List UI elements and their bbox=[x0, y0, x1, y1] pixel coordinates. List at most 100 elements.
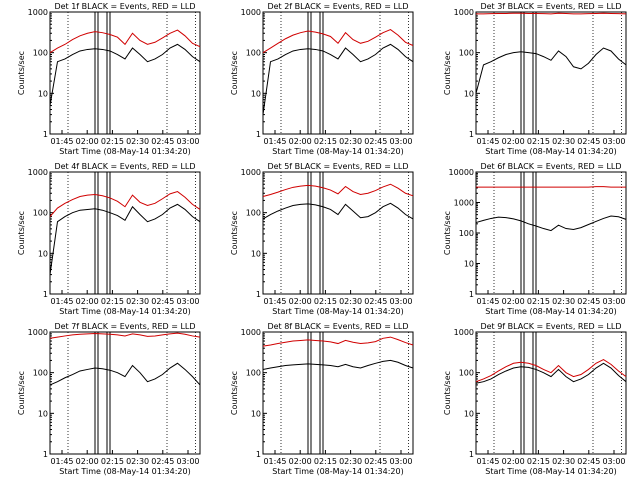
x-tick-label: 02:45 bbox=[364, 137, 387, 146]
y-axis-label: Counts/sec bbox=[17, 211, 26, 255]
x-tick-label: 02:00 bbox=[502, 297, 525, 306]
chart-panel-3: Det 3f BLACK = Events, RED = LLD 1 10 100 10… bbox=[443, 2, 627, 156]
y-tick-label: 1000 bbox=[28, 168, 48, 177]
y-tick-label: 1 bbox=[256, 290, 261, 299]
x-tick-label: 01:45 bbox=[476, 457, 499, 466]
chart-title: Det 5f BLACK = Events, RED = LLD bbox=[267, 162, 408, 171]
y-tick-label: 100 bbox=[459, 369, 474, 378]
x-tick-label: 03:00 bbox=[389, 297, 412, 306]
series-line-lld bbox=[262, 183, 414, 197]
series-line-lld bbox=[475, 358, 627, 383]
x-axis-label: Start Time (08-May-14 01:34:20) bbox=[485, 467, 616, 476]
x-axis-label: Start Time (08-May-14 01:34:20) bbox=[59, 147, 190, 156]
x-tick-label: 01:45 bbox=[263, 297, 286, 306]
x-tick-label: 02:00 bbox=[502, 457, 525, 466]
chart-title: Det 4f BLACK = Events, RED = LLD bbox=[54, 162, 195, 171]
x-axis-label: Start Time (08-May-14 01:34:20) bbox=[272, 307, 403, 316]
chart-panel-5: Det 5f BLACK = Events, RED = LLD 1 10 100 10… bbox=[230, 162, 414, 316]
plot-frame bbox=[49, 11, 201, 135]
plot-frame bbox=[475, 171, 627, 295]
y-axis-label: Counts/sec bbox=[17, 371, 26, 415]
series-line-events bbox=[475, 362, 627, 384]
y-axis-label: Counts/sec bbox=[17, 51, 26, 95]
x-tick-label: 02:30 bbox=[552, 297, 575, 306]
x-axis-label: Start Time (08-May-14 01:34:20) bbox=[59, 467, 190, 476]
x-tick-label: 02:30 bbox=[552, 137, 575, 146]
y-tick-label: 1000 bbox=[28, 8, 48, 17]
x-axis-label: Start Time (08-May-14 01:34:20) bbox=[485, 147, 616, 156]
series-line-lld bbox=[262, 28, 414, 54]
x-axis-label: Start Time (08-May-14 01:34:20) bbox=[272, 467, 403, 476]
x-tick-label: 03:00 bbox=[176, 297, 199, 306]
y-tick-label: 1000 bbox=[454, 8, 474, 17]
x-tick-label: 02:45 bbox=[151, 297, 174, 306]
x-tick-label: 02:15 bbox=[314, 457, 337, 466]
series-line-lld bbox=[476, 12, 627, 15]
y-tick-label: 1 bbox=[469, 450, 474, 459]
x-tick-label: 02:30 bbox=[126, 297, 149, 306]
y-tick-label: 1 bbox=[43, 290, 48, 299]
y-tick-label: 10 bbox=[464, 409, 474, 418]
y-tick-label: 1000 bbox=[454, 328, 474, 337]
chart-title: Det 2f BLACK = Events, RED = LLD bbox=[267, 2, 408, 11]
x-tick-label: 02:15 bbox=[527, 457, 550, 466]
chart-panel-1: Det 1f BLACK = Events, RED = LLD 1 10 100 10… bbox=[17, 2, 201, 156]
x-axis-label: Start Time (08-May-14 01:34:20) bbox=[59, 307, 190, 316]
y-tick-label: 10000 bbox=[449, 168, 474, 177]
x-tick-label: 02:45 bbox=[577, 297, 600, 306]
y-tick-label: 1000 bbox=[28, 328, 48, 337]
y-tick-label: 1 bbox=[43, 450, 48, 459]
y-axis-label: Counts/sec bbox=[230, 371, 239, 415]
x-axis-label: Start Time (08-May-14 01:34:20) bbox=[272, 147, 403, 156]
y-axis-label: Counts/sec bbox=[443, 211, 452, 255]
chart-title: Det 6f BLACK = Events, RED = LLD bbox=[480, 162, 621, 171]
chart-title: Det 9f BLACK = Events, RED = LLD bbox=[480, 322, 621, 331]
x-tick-label: 01:45 bbox=[476, 137, 499, 146]
chart-panel-8: Det 8f BLACK = Events, RED = LLD 1 10 100 10… bbox=[230, 322, 414, 476]
x-tick-label: 02:00 bbox=[289, 457, 312, 466]
x-tick-label: 02:30 bbox=[339, 457, 362, 466]
x-axis-label: Start Time (08-May-14 01:34:20) bbox=[485, 307, 616, 316]
series-line-events bbox=[475, 47, 627, 94]
y-tick-label: 1 bbox=[469, 130, 474, 139]
x-tick-label: 02:30 bbox=[339, 297, 362, 306]
chart-panel-4: Det 4f BLACK = Events, RED = LLD 1 10 100 10… bbox=[17, 162, 201, 316]
y-tick-label: 100 bbox=[33, 49, 48, 58]
x-tick-label: 02:00 bbox=[502, 137, 525, 146]
y-tick-label: 10 bbox=[464, 260, 474, 269]
x-tick-label: 02:00 bbox=[76, 137, 99, 146]
chart-panel-9: Det 9f BLACK = Events, RED = LLD 1 10 100 10… bbox=[443, 322, 627, 476]
x-tick-label: 03:00 bbox=[176, 137, 199, 146]
x-tick-label: 02:15 bbox=[527, 297, 550, 306]
x-tick-label: 03:00 bbox=[602, 457, 625, 466]
y-axis-label: Counts/sec bbox=[230, 211, 239, 255]
chart-title: Det 7f BLACK = Events, RED = LLD bbox=[54, 322, 195, 331]
x-tick-label: 02:15 bbox=[527, 137, 550, 146]
y-tick-label: 100 bbox=[459, 49, 474, 58]
x-tick-label: 03:00 bbox=[602, 137, 625, 146]
y-tick-label: 100 bbox=[459, 229, 474, 238]
y-tick-label: 1000 bbox=[241, 168, 261, 177]
x-tick-label: 02:45 bbox=[364, 297, 387, 306]
y-axis-label: Counts/sec bbox=[443, 51, 452, 95]
x-tick-label: 02:45 bbox=[151, 457, 174, 466]
series-line-events bbox=[49, 203, 201, 275]
x-tick-label: 01:45 bbox=[50, 137, 73, 146]
plot-frame bbox=[49, 171, 201, 295]
y-tick-label: 1 bbox=[469, 290, 474, 299]
x-tick-label: 03:00 bbox=[176, 457, 199, 466]
x-tick-label: 02:00 bbox=[289, 137, 312, 146]
y-axis-label: Counts/sec bbox=[230, 51, 239, 95]
y-axis-label: Counts/sec bbox=[443, 371, 452, 415]
y-tick-label: 100 bbox=[33, 209, 48, 218]
x-tick-label: 03:00 bbox=[389, 137, 412, 146]
series-line-lld bbox=[49, 191, 201, 217]
y-tick-label: 100 bbox=[33, 369, 48, 378]
chart-panel-7: Det 7f BLACK = Events, RED = LLD 1 10 100 10… bbox=[17, 322, 201, 476]
y-tick-label: 1 bbox=[256, 450, 261, 459]
x-tick-label: 02:45 bbox=[577, 457, 600, 466]
x-tick-label: 02:00 bbox=[289, 297, 312, 306]
x-tick-label: 02:15 bbox=[314, 137, 337, 146]
series-line-lld bbox=[49, 332, 201, 339]
